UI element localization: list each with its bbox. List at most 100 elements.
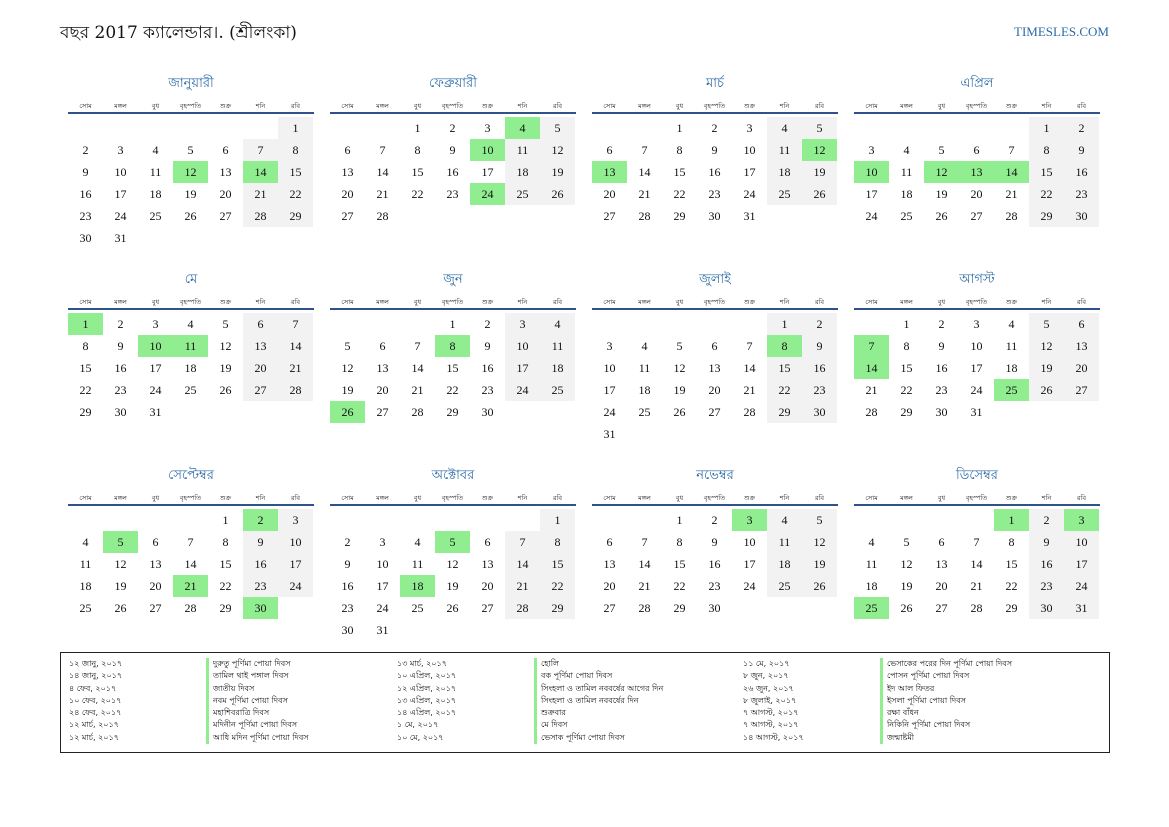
- holiday-name: সিংহলা ও তামিল নববর্ষের আগের দিন: [534, 682, 734, 695]
- weekday-label: বৃহস্পতি: [179, 298, 202, 306]
- day-cell: 11: [1005, 339, 1018, 353]
- holiday-date: ১০ মে, ২০১৭: [397, 732, 444, 742]
- empty-day-cell: [889, 509, 924, 531]
- empty-day-cell: [435, 509, 470, 531]
- empty-day-cell: [365, 117, 400, 139]
- weekday-label: বৃহস্পতি: [179, 494, 202, 502]
- week-row: 23 24 25 26 27 28 29: [68, 205, 314, 227]
- day-cell: 30: [341, 623, 354, 637]
- weekday-header: সোম মঙ্গল বুধ বৃহস্পতি শুক্র শনি রবি: [592, 492, 838, 506]
- day-cell: 4: [767, 509, 802, 531]
- holiday-name: ভেসাকের পরের দিন পূর্ণিমা পোয়া দিবস: [880, 658, 1080, 671]
- empty-day-cell: [173, 401, 208, 423]
- day-cell: 24: [149, 383, 162, 397]
- day-cell: 4: [152, 143, 159, 157]
- weekday-label: শনি: [1041, 298, 1052, 306]
- day-cell: 16: [446, 165, 459, 179]
- empty-day-cell: [365, 509, 400, 531]
- day-cell: 29: [673, 209, 686, 223]
- month-name: নভেম্বর: [696, 468, 734, 483]
- day-cell: 27: [149, 601, 162, 615]
- day-cell: 9: [711, 143, 718, 157]
- day-cell: 15: [673, 165, 686, 179]
- day-cell: 29: [446, 405, 459, 419]
- month-name: মার্চ: [705, 76, 724, 91]
- day-cell: 2: [82, 143, 89, 157]
- holiday-name: ইদ আল ফিতর: [880, 682, 1080, 695]
- holiday-name: রক্ষা বাঁধন: [880, 707, 1080, 720]
- weekday-label: রবি: [552, 298, 563, 306]
- day-cell: 22: [900, 383, 913, 397]
- weekday-label: বুধ: [675, 494, 684, 502]
- day-cell: 20: [708, 383, 721, 397]
- holiday-item: ১৪ আগস্ট, ২০১৭ জন্মাষ্টমী: [743, 731, 1093, 745]
- holiday-day-cell: 10: [470, 139, 505, 161]
- weekday-label: শুক্র: [1005, 298, 1018, 306]
- holiday-item: ১২ এপ্রিল, ২০১৭ সিংহলা ও তামিল নববর্ষের আ…: [397, 682, 747, 695]
- week-row: 27 28 29 30: [592, 597, 838, 619]
- day-cell: 28: [376, 209, 389, 223]
- holiday-item: ১৩ মার্চ, ২০১৭ হোলি: [397, 658, 747, 671]
- holiday-date: ১৩ মার্চ, ২০১৭: [397, 659, 447, 668]
- empty-day-cell: [732, 423, 767, 445]
- site-link[interactable]: TIMESLES.COM: [1014, 24, 1109, 39]
- day-cell: 12: [1029, 335, 1064, 357]
- month-calendar: ডিসেম্বর সোম মঙ্গল বুধ বৃহস্পতি শুক্র শনি রবি 1 2…: [854, 466, 1100, 619]
- holiday-name: হোলি: [534, 658, 734, 671]
- empty-day-cell: [243, 401, 278, 423]
- empty-day-cell: [505, 401, 540, 423]
- weekday-label: শুক্র: [1005, 102, 1018, 110]
- day-cell: 19: [802, 161, 837, 183]
- day-cell: 12: [446, 557, 459, 571]
- week-row: 24 25 26 27 28 29 30: [592, 401, 838, 423]
- holiday-date: ৪ ফেব, ২০১৭: [69, 683, 117, 693]
- week-row: 31: [592, 423, 838, 445]
- week-row: 20 21 22 23 24 25 26: [592, 183, 838, 205]
- month-calendar: জুন সোম মঙ্গল বুধ বৃহস্পতি শুক্র শনি রবি 1 2 3 4 5 6 7…: [330, 270, 576, 423]
- day-cell: 7: [505, 531, 540, 553]
- week-row: 28 29 30 31: [854, 401, 1100, 423]
- holiday-date: ১১ মে, ২০১৭: [743, 659, 790, 668]
- empty-day-cell: [540, 619, 575, 641]
- holiday-name: ভেসাক পূর্ণিমা পোয়া দিবস: [534, 731, 734, 745]
- day-cell: 21: [1005, 187, 1018, 201]
- day-cell: 27: [935, 601, 948, 615]
- day-cell: 24: [505, 379, 540, 401]
- week-row: 27 28 29 30 31: [592, 205, 838, 227]
- holiday-item: ১০ ফেব, ২০১৭ নবম পূর্ণিমা পোয়া দিবস: [69, 694, 419, 708]
- day-cell: 15: [411, 165, 424, 179]
- holiday-date: ২৬ জুন, ২০১৭: [743, 683, 794, 693]
- day-cell: 17: [865, 187, 878, 201]
- weekday-label: বুধ: [413, 494, 422, 502]
- weekday-header: সোম মঙ্গল বুধ বৃহস্পতি শুক্র শনি রবি: [330, 492, 576, 506]
- day-cell: 29: [767, 401, 802, 423]
- empty-day-cell: [854, 313, 889, 335]
- holiday-date: ৮ জুন, ২০১৭: [743, 671, 789, 681]
- weekday-label: বুধ: [937, 298, 946, 306]
- day-cell: 22: [411, 187, 424, 201]
- day-cell: 15: [446, 361, 459, 375]
- day-cell: 12: [802, 531, 837, 553]
- empty-day-cell: [138, 117, 173, 139]
- weekday-label: বুধ: [413, 102, 422, 110]
- day-cell: 4: [187, 317, 194, 331]
- weekday-label: সোম: [341, 102, 354, 110]
- day-cell: 27: [243, 379, 278, 401]
- weekday-label: মঙ্গল: [638, 298, 651, 306]
- weekday-label: রবি: [552, 494, 563, 502]
- week-row: 24 25 26 27 28 29 30: [854, 205, 1100, 227]
- day-cell: 28: [278, 379, 313, 401]
- day-cell: 11: [149, 165, 162, 179]
- empty-day-cell: [400, 313, 435, 335]
- empty-day-cell: [208, 401, 243, 423]
- week-row: 4 5 6 7 8 9 10: [68, 531, 314, 553]
- weekday-label: সোম: [341, 298, 354, 306]
- week-row: 9 10 11 12 13 14 15: [68, 161, 314, 183]
- holiday-date: ১২ মার্চ, ২০১৭: [69, 732, 119, 742]
- empty-day-cell: [365, 313, 400, 335]
- holiday-name: মহাশিবরাত্রি দিবস: [206, 707, 406, 720]
- day-cell: 17: [1064, 553, 1099, 575]
- day-cell: 9: [449, 143, 456, 157]
- empty-day-cell: [208, 117, 243, 139]
